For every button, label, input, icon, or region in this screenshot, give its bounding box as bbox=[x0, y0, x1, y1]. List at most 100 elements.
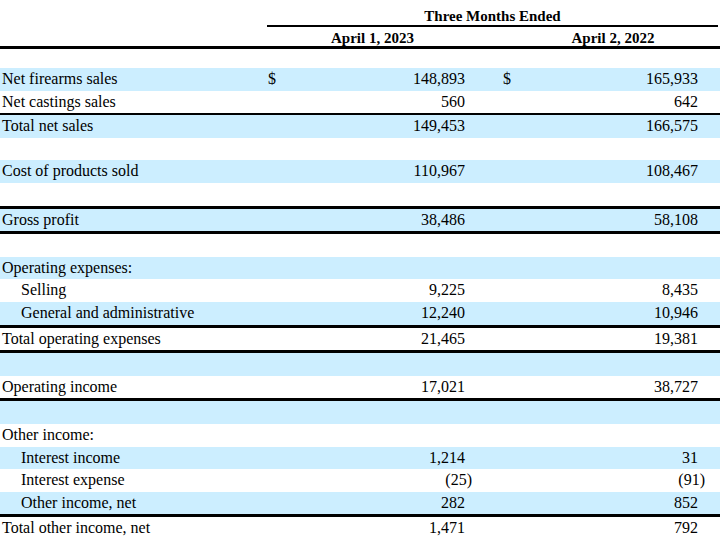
column-gap bbox=[470, 469, 498, 492]
row-label: Selling bbox=[0, 279, 265, 302]
dollar-sign-1 bbox=[265, 328, 300, 351]
dollar-sign-1 bbox=[265, 160, 300, 183]
column-gap bbox=[470, 68, 498, 91]
header-label-spacer bbox=[0, 30, 267, 46]
value-cell-2 bbox=[535, 234, 720, 257]
table-body: Net firearms sales $ 148,893 $ 165,933 N… bbox=[0, 68, 720, 540]
row-label: Total operating expenses bbox=[0, 328, 265, 351]
row-label: Interest expense bbox=[0, 469, 265, 492]
dollar-sign-1 bbox=[265, 424, 300, 447]
dollar-sign-2 bbox=[498, 279, 535, 302]
value-1-text: 12,240 bbox=[421, 302, 465, 325]
header-body-gap bbox=[0, 49, 720, 68]
value-cell-2 bbox=[535, 183, 720, 206]
value-cell-1: 21,465 bbox=[300, 328, 470, 351]
row-label: Operating expenses: bbox=[0, 257, 265, 280]
column-gap bbox=[470, 302, 498, 325]
value-2-text: 10,946 bbox=[654, 302, 698, 325]
value-1-text: 9,225 bbox=[429, 279, 465, 302]
row-label: Net castings sales bbox=[0, 91, 265, 114]
value-1-text: 282 bbox=[441, 492, 465, 515]
dollar-sign-2 bbox=[498, 91, 535, 114]
column-gap bbox=[470, 91, 498, 114]
row-label bbox=[0, 353, 265, 376]
column-header-period-1: April 1, 2023 bbox=[267, 30, 478, 46]
spacer-row bbox=[0, 353, 720, 376]
table-row: Operating income 17,021 38,727 bbox=[0, 376, 720, 402]
value-cell-2: 38,727 bbox=[535, 376, 720, 399]
table-row: Selling 9,225 8,435 bbox=[0, 279, 720, 302]
row-label: Total net sales bbox=[0, 115, 265, 138]
dollar-sign-2 bbox=[498, 469, 535, 492]
dollar-sign-1 bbox=[265, 469, 300, 492]
dollar-sign-1 bbox=[265, 234, 300, 257]
dollar-sign-1 bbox=[265, 447, 300, 470]
value-cell-2: 19,381 bbox=[535, 328, 720, 351]
value-cell-2: 792 bbox=[535, 517, 720, 540]
column-gap bbox=[470, 209, 498, 232]
value-cell-1: 149,453 bbox=[300, 115, 470, 138]
row-label bbox=[0, 234, 265, 257]
column-gap bbox=[470, 424, 498, 447]
dollar-sign-1 bbox=[265, 279, 300, 302]
spacer-row bbox=[0, 234, 720, 257]
dollar-sign-2 bbox=[498, 257, 535, 280]
column-header-period-2: April 2, 2022 bbox=[508, 30, 718, 46]
value-cell-1: (25) bbox=[300, 469, 470, 492]
dollar-sign-2 bbox=[498, 234, 535, 257]
table-row: Interest expense (25) (91) bbox=[0, 469, 720, 492]
value-1-text: 110,967 bbox=[414, 160, 465, 183]
row-label: Cost of products sold bbox=[0, 160, 265, 183]
spacer-row bbox=[0, 138, 720, 161]
row-label: Gross profit bbox=[0, 209, 265, 232]
table-row: Total operating expenses 21,465 19,381 bbox=[0, 325, 720, 354]
dollar-sign-2 bbox=[498, 160, 535, 183]
column-gap bbox=[470, 328, 498, 351]
table-row: Gross profit 38,486 58,108 bbox=[0, 206, 720, 235]
value-1-text: 1,214 bbox=[429, 447, 465, 470]
value-cell-1: 38,486 bbox=[300, 209, 470, 232]
dollar-sign-2 bbox=[498, 376, 535, 399]
value-2-text: 108,467 bbox=[646, 160, 698, 183]
value-cell-1 bbox=[300, 234, 470, 257]
value-cell-1: 12,240 bbox=[300, 302, 470, 325]
value-1-text: 17,021 bbox=[421, 376, 465, 399]
value-cell-2: 852 bbox=[535, 492, 720, 515]
dollar-sign-1 bbox=[265, 257, 300, 280]
table-row: Net firearms sales $ 148,893 $ 165,933 bbox=[0, 68, 720, 91]
table-row: Total net sales 149,453 166,575 bbox=[0, 113, 720, 138]
value-1-text: 1,471 bbox=[429, 517, 465, 540]
value-cell-1: 560 bbox=[300, 91, 470, 114]
column-headers-row: April 1, 2023 April 2, 2022 bbox=[0, 27, 720, 49]
dollar-sign-2 bbox=[498, 401, 535, 424]
value-cell-1 bbox=[300, 183, 470, 206]
value-cell-1: 1,214 bbox=[300, 447, 470, 470]
row-label: Operating income bbox=[0, 376, 265, 399]
dollar-sign-2 bbox=[498, 115, 535, 138]
column-gap bbox=[470, 517, 498, 540]
table-row: Operating expenses: bbox=[0, 257, 720, 280]
dollar-sign-1 bbox=[265, 517, 300, 540]
value-cell-2: 108,467 bbox=[535, 160, 720, 183]
value-cell-1 bbox=[300, 138, 470, 161]
dollar-sign-1: $ bbox=[265, 68, 300, 91]
column-gap bbox=[470, 376, 498, 399]
row-label bbox=[0, 183, 265, 206]
value-cell-2: 10,946 bbox=[535, 302, 720, 325]
dollar-sign-1 bbox=[265, 209, 300, 232]
row-label: Total other income, net bbox=[0, 517, 265, 540]
value-cell-2 bbox=[535, 138, 720, 161]
row-label: Other income, net bbox=[0, 492, 265, 515]
value-1-text: 148,893 bbox=[413, 68, 465, 91]
dollar-sign-2 bbox=[498, 517, 535, 540]
row-label: General and administrative bbox=[0, 302, 265, 325]
value-cell-2: 8,435 bbox=[535, 279, 720, 302]
dollar-sign-1 bbox=[265, 376, 300, 399]
value-1-text: 149,453 bbox=[413, 115, 465, 138]
dollar-sign-2 bbox=[498, 424, 535, 447]
value-2-text: 165,933 bbox=[646, 68, 698, 91]
value-cell-2 bbox=[535, 401, 720, 424]
dollar-sign-1 bbox=[265, 353, 300, 376]
column-gap bbox=[470, 183, 498, 206]
column-gap bbox=[470, 353, 498, 376]
